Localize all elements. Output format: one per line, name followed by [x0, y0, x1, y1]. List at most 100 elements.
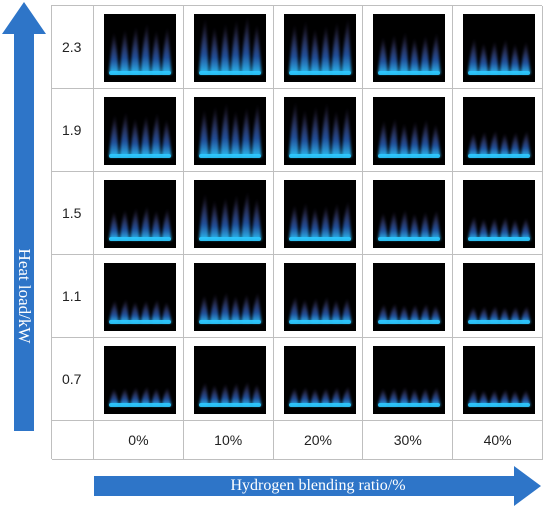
flame-tongue — [288, 387, 299, 406]
flame-tongue — [251, 292, 262, 323]
heat-load-value: 0.7 — [62, 371, 82, 387]
flame-tongue — [489, 217, 500, 240]
flame-tongue — [430, 32, 441, 74]
flame-tongue — [299, 19, 310, 75]
flame-tongue — [468, 132, 479, 157]
flame-tongue — [341, 106, 352, 157]
flame-tongue — [499, 306, 510, 323]
flame-tongue — [420, 34, 431, 74]
flame-tongue — [219, 196, 230, 240]
flame-tongue — [230, 193, 241, 240]
flame-tongue — [140, 300, 151, 323]
flame-tongue — [378, 212, 389, 240]
flame-tongue — [309, 27, 320, 74]
flame-tongue — [198, 382, 209, 406]
flame-tongue — [209, 26, 220, 74]
flame-tongue — [119, 298, 130, 323]
flame-cell — [94, 89, 184, 172]
flame-tongue — [330, 386, 341, 406]
flame-cell — [94, 172, 184, 255]
flame-tongue — [399, 31, 410, 74]
flame-tongue — [478, 42, 489, 74]
flame-tongue — [161, 118, 172, 157]
flame-photo — [193, 263, 266, 331]
flame-photo — [373, 14, 446, 82]
flame-photo — [463, 263, 536, 331]
flame-tongue — [299, 202, 310, 240]
flame-photo — [104, 263, 176, 331]
flame-tongue — [219, 101, 230, 157]
flame-image-grid: 2.3 1.9 1.5 1.1 0.7 0% 10% 20% 30% 40% — [51, 5, 543, 460]
flame-tongue — [499, 216, 510, 240]
burner-base — [378, 154, 441, 158]
flame-tongue — [399, 386, 410, 406]
flame-tongue — [119, 28, 130, 74]
flame-cell — [94, 338, 184, 421]
flame-photo — [104, 180, 176, 248]
column-label: 20% — [273, 421, 364, 460]
flame-tongue — [430, 305, 441, 323]
row-label: 0.7 — [52, 338, 94, 421]
flame-tongue — [388, 210, 399, 240]
flame-tongue — [251, 383, 262, 406]
column-label: 40% — [453, 421, 543, 460]
flame-tongue — [478, 131, 489, 157]
flame-tongue — [151, 29, 161, 74]
flame-tongue — [510, 43, 521, 74]
flame-cell — [183, 6, 274, 89]
flame-tongue — [520, 217, 531, 240]
flame-tongue — [478, 218, 489, 240]
flame-tongue — [130, 207, 140, 240]
flame-tongue — [388, 387, 399, 406]
flame-photo — [193, 97, 266, 165]
flame-cell — [273, 89, 364, 172]
flame-tongue — [378, 388, 389, 406]
flame-tongue — [240, 106, 251, 157]
flame-tongue — [388, 34, 399, 74]
flame-tongue — [399, 209, 410, 240]
flame-tongue — [320, 101, 331, 157]
flame-tongue — [230, 18, 241, 74]
flame-tongue — [240, 293, 251, 323]
burner-base — [288, 403, 351, 407]
flame-tongue — [341, 298, 352, 323]
flame-tongue — [161, 387, 172, 406]
burner-base — [288, 237, 351, 241]
column-label: 10% — [183, 421, 274, 460]
flame-tongue — [430, 209, 441, 240]
flame-cell — [363, 338, 454, 421]
row-label: 2.3 — [52, 6, 94, 89]
flame-tongue — [520, 130, 531, 157]
flame-tongue — [209, 105, 220, 157]
burner-base — [468, 154, 531, 158]
flame-tongue — [240, 381, 251, 406]
flame-photo — [463, 14, 536, 82]
burner-base — [198, 71, 261, 75]
flame-tongue — [140, 205, 151, 240]
flame-tongue — [130, 301, 140, 323]
flame-tongue — [409, 388, 420, 406]
flame-cell — [94, 255, 184, 338]
flame-tongue — [140, 386, 151, 406]
flame-cell — [453, 6, 543, 89]
flame-cell — [94, 6, 184, 89]
flame-tongue — [198, 294, 209, 323]
flame-tongue — [430, 123, 441, 157]
flame-tongue — [119, 387, 130, 406]
flame-tongue — [161, 208, 172, 240]
flame-tongue — [409, 120, 420, 157]
flame-tongue — [299, 108, 310, 157]
flame-photo — [283, 263, 356, 331]
burner-base — [468, 71, 531, 75]
flame-tongue — [151, 299, 161, 323]
flame-tongue — [330, 21, 341, 75]
flame-tongue — [288, 23, 299, 74]
flame-tongue — [378, 36, 389, 74]
flame-tongue — [288, 204, 299, 240]
flame-tongue — [510, 218, 521, 240]
flame-tongue — [140, 22, 151, 74]
flame-tongue — [151, 387, 161, 406]
flame-tongue — [499, 389, 510, 406]
flame-cell — [273, 255, 364, 338]
flame-photo — [283, 97, 356, 165]
